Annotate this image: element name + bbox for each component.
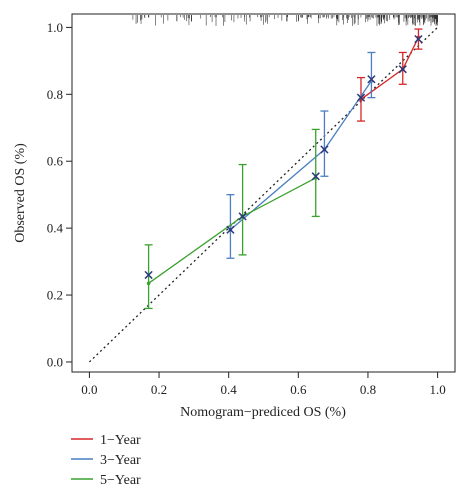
x-marker <box>311 172 320 181</box>
x-marker <box>356 93 366 102</box>
x-marker <box>238 212 247 221</box>
x-tick-label: 0.4 <box>221 382 238 397</box>
y-tick-label: 0.0 <box>47 354 63 369</box>
legend-label: 5−Year <box>100 473 141 488</box>
legend-label: 3−Year <box>100 453 141 468</box>
legend: 1−Year 3−Year 5−Year <box>71 433 141 488</box>
y-axis: 0.0 0.2 0.4 0.6 0.8 1.0 <box>47 20 72 369</box>
x-marker <box>320 145 329 154</box>
x-tick-label: 0.0 <box>81 382 97 397</box>
x-marker <box>144 270 153 280</box>
observed-markers <box>144 34 423 280</box>
x-tick-label: 0.2 <box>151 382 167 397</box>
x-axis-label: Nomogram−prediced OS (%) <box>180 405 346 420</box>
x-tick-label: 0.8 <box>360 382 376 397</box>
legend-item: 3−Year <box>71 453 141 468</box>
legend-item: 5−Year <box>71 473 141 488</box>
y-axis-label: Observed OS (%) <box>13 143 28 243</box>
x-marker <box>367 75 376 84</box>
legend-label: 1−Year <box>100 433 141 448</box>
y-tick-label: 0.2 <box>47 288 63 303</box>
x-axis: 0.0 0.2 0.4 0.6 0.8 1.0 <box>81 372 446 397</box>
data-point <box>146 281 151 286</box>
x-tick-label: 0.6 <box>290 382 307 397</box>
x-marker <box>226 225 235 234</box>
top-rug <box>132 15 438 26</box>
y-tick-label: 1.0 <box>47 20 63 35</box>
x-marker <box>398 65 407 74</box>
y-tick-label: 0.8 <box>47 87 63 102</box>
reference-diagonal <box>88 26 439 363</box>
x-tick-label: 1.0 <box>429 382 445 397</box>
y-tick-label: 0.6 <box>47 154 64 169</box>
y-tick-label: 0.4 <box>47 221 64 236</box>
x-marker <box>414 34 423 44</box>
legend-item: 1−Year <box>71 433 141 448</box>
plot-frame <box>71 13 456 373</box>
